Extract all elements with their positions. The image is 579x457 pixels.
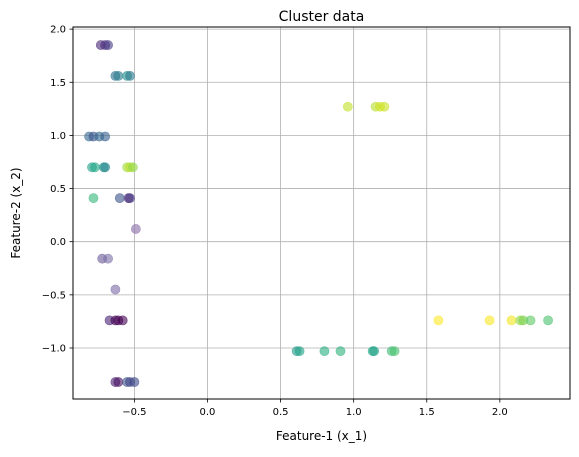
data-point xyxy=(90,162,100,173)
data-point xyxy=(129,377,140,387)
data-point xyxy=(125,70,135,81)
data-point xyxy=(342,101,353,112)
scatter-points xyxy=(84,40,553,387)
data-point xyxy=(125,193,135,204)
data-point xyxy=(379,101,390,112)
data-point xyxy=(389,346,400,357)
x-tick-label: 0.5 xyxy=(273,407,289,418)
y-tick-label: 0.5 xyxy=(50,184,66,195)
data-point xyxy=(100,131,111,142)
data-point xyxy=(103,253,113,264)
plot-frame xyxy=(72,26,571,400)
grid-lines xyxy=(73,27,570,399)
y-tick-label: 1.0 xyxy=(50,131,66,142)
data-point xyxy=(128,162,138,173)
data-point xyxy=(113,70,124,81)
data-point xyxy=(114,193,125,204)
data-point xyxy=(103,40,113,50)
y-tick-label: 2.0 xyxy=(50,25,66,36)
y-axis-label: Feature-2 (x_2) xyxy=(9,167,23,258)
data-point xyxy=(100,162,111,173)
data-point xyxy=(525,315,536,326)
data-point xyxy=(369,346,380,357)
data-point xyxy=(433,315,444,326)
y-tick-label: −1.0 xyxy=(42,343,66,354)
chart-title: Cluster data xyxy=(279,9,365,25)
data-point xyxy=(319,346,330,357)
data-point xyxy=(543,315,553,326)
data-point xyxy=(117,315,128,326)
x-axis-label: Feature-1 (x_1) xyxy=(276,429,367,443)
data-point xyxy=(130,224,141,234)
data-point xyxy=(506,315,517,326)
data-point xyxy=(110,284,121,295)
axis-ticks: −0.5 0.0 0.5 1.0 1.5 2.0 −1.0 −0.5 0.0 0.5 1.0 1.5 2… xyxy=(42,25,508,418)
data-point xyxy=(294,346,305,357)
x-tick-label: 1.5 xyxy=(419,407,435,418)
x-tick-label: 1.0 xyxy=(346,407,362,418)
x-tick-label: 0.0 xyxy=(200,407,216,418)
y-tick-label: −0.5 xyxy=(42,290,66,301)
data-point xyxy=(484,315,495,326)
x-tick-label: −0.5 xyxy=(122,407,146,418)
x-tick-label: 2.0 xyxy=(492,407,508,418)
data-point xyxy=(335,346,346,357)
data-point xyxy=(113,377,124,387)
data-point xyxy=(88,193,99,204)
y-tick-label: 1.5 xyxy=(50,78,66,89)
y-tick-label: 0.0 xyxy=(50,237,66,248)
